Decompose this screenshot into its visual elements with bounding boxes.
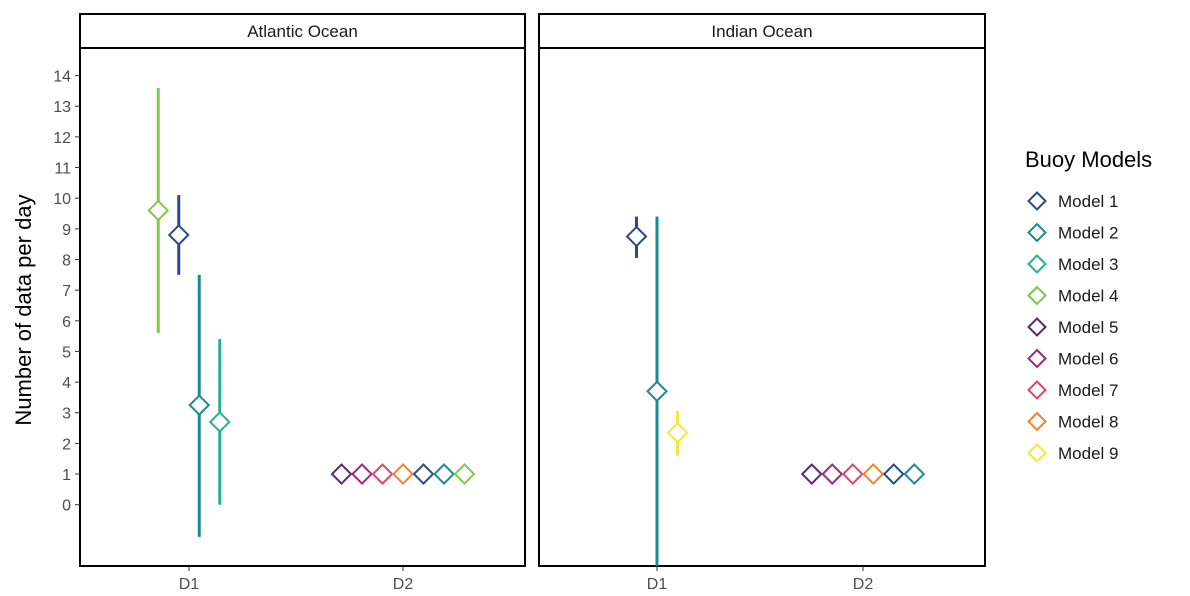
legend-key xyxy=(1027,411,1047,432)
data-point xyxy=(903,463,926,485)
y-tick-label: 4 xyxy=(62,375,71,392)
legend-title: Buoy Models xyxy=(1025,147,1152,172)
facet-panel: Indian Ocean D1 D2 xyxy=(538,13,986,593)
x-tick-label: D1 xyxy=(647,576,668,593)
x-tick-label: D1 xyxy=(179,576,200,593)
data-point xyxy=(821,463,844,485)
data-point xyxy=(841,463,864,485)
data-point xyxy=(208,411,231,433)
legend-key xyxy=(1027,191,1047,211)
legend-item: Model 7 xyxy=(1027,380,1118,400)
x-tick-label: D2 xyxy=(853,576,874,593)
legend-item: Model 8 xyxy=(1027,411,1118,432)
y-tick-label: 10 xyxy=(53,191,71,208)
legend-item: Model 4 xyxy=(1027,285,1118,306)
y-tick-label: 7 xyxy=(62,283,71,300)
panels: Atlantic Ocean D1 D2 Indian Ocean D1 D2 xyxy=(79,13,986,593)
facet-strip-label: Atlantic Ocean xyxy=(247,22,358,41)
data-point xyxy=(646,380,668,403)
legend-key xyxy=(1027,443,1047,463)
facet-strip xyxy=(538,13,986,49)
y-axis-title: Number of data per day xyxy=(11,194,36,425)
facet-strip xyxy=(79,13,526,49)
y-tick-label: 8 xyxy=(62,252,71,269)
x-tick-label: D2 xyxy=(393,576,414,593)
y-tick-label: 0 xyxy=(62,498,71,515)
legend-key xyxy=(1027,222,1047,243)
legend-label: Model 9 xyxy=(1058,444,1118,463)
legend-label: Model 4 xyxy=(1058,287,1118,306)
panel-border xyxy=(538,47,986,567)
legend-label: Model 1 xyxy=(1058,192,1118,211)
data-point xyxy=(147,199,170,222)
y-tick-label: 6 xyxy=(62,314,71,331)
legend-label: Model 5 xyxy=(1058,318,1118,337)
legend-label: Model 7 xyxy=(1058,381,1118,400)
legend-key xyxy=(1027,317,1047,337)
legend-label: Model 3 xyxy=(1058,255,1118,274)
y-tick-label: 12 xyxy=(53,130,71,147)
data-point xyxy=(371,463,394,485)
data-point xyxy=(330,463,353,485)
legend-item: Model 9 xyxy=(1027,443,1118,463)
data-point xyxy=(800,463,823,485)
legend: Model 1 Model 2 Model 3 Model 4 Model 5 Model… xyxy=(1027,191,1118,463)
legend-item: Model 1 xyxy=(1027,191,1118,211)
data-point xyxy=(412,463,435,485)
data-point xyxy=(666,421,689,444)
legend-item: Model 6 xyxy=(1027,348,1118,369)
legend-item: Model 2 xyxy=(1027,222,1118,243)
y-tick-label: 11 xyxy=(54,161,71,178)
data-point xyxy=(882,463,905,485)
y-tick-label: 3 xyxy=(62,406,71,423)
legend-key xyxy=(1027,348,1047,369)
legend-key xyxy=(1027,254,1047,274)
legend-key xyxy=(1027,285,1047,306)
legend-label: Model 6 xyxy=(1058,350,1118,369)
legend-item: Model 5 xyxy=(1027,317,1118,337)
legend-label: Model 2 xyxy=(1058,224,1118,243)
legend-item: Model 3 xyxy=(1027,254,1118,274)
data-point xyxy=(392,463,414,485)
facet-strip-label: Indian Ocean xyxy=(711,22,812,41)
y-tick-label: 13 xyxy=(53,99,71,116)
data-point xyxy=(167,224,190,246)
panel-border xyxy=(79,47,526,567)
data-point xyxy=(625,225,648,248)
y-tick-label: 1 xyxy=(62,467,71,484)
y-tick-label: 9 xyxy=(62,222,71,239)
data-point xyxy=(862,463,885,485)
y-tick-label: 2 xyxy=(62,436,71,453)
facet-panel: Atlantic Ocean D1 D2 xyxy=(79,13,526,593)
y-tick-label: 5 xyxy=(62,344,71,361)
data-point xyxy=(433,463,455,485)
legend-label: Model 8 xyxy=(1058,413,1118,432)
y-tick-label: 14 xyxy=(53,69,71,86)
data-point xyxy=(188,394,211,416)
data-point xyxy=(453,463,476,485)
legend-key xyxy=(1027,380,1047,400)
data-point xyxy=(351,463,373,485)
